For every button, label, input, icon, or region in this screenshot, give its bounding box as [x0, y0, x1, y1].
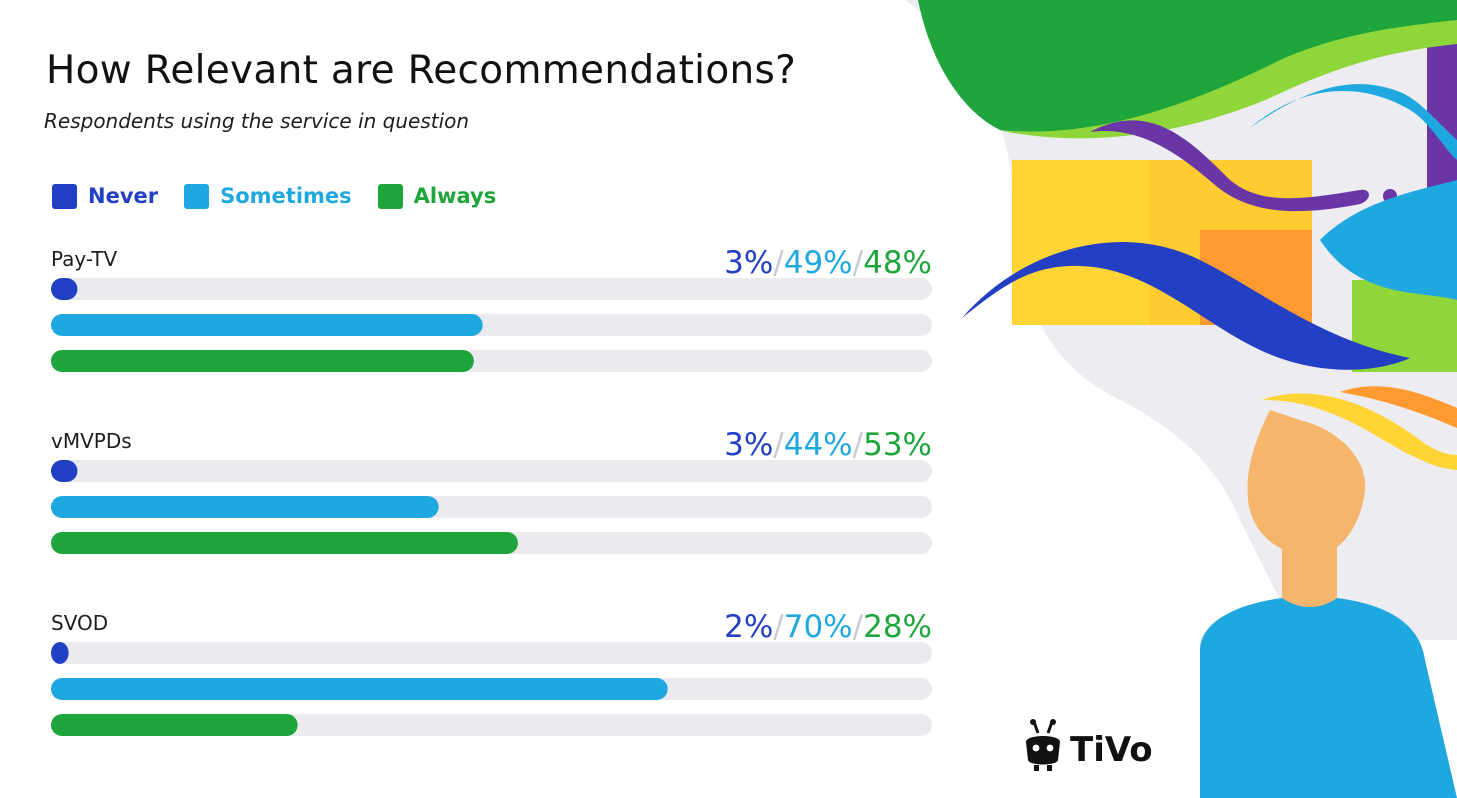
category-label-vmvpds: vMVPDs — [51, 429, 132, 453]
value-label-sometimes-svod: 70% — [784, 609, 853, 645]
value-label-always-svod: 28% — [863, 609, 932, 645]
chart-subtitle: Respondents using the service in questio… — [44, 109, 470, 133]
value-label-never-pay-tv: 3% — [724, 245, 773, 281]
legend-item-sometimes: Sometimes — [184, 183, 352, 209]
bar-never-vmvpds — [51, 460, 78, 482]
value-separator: / — [853, 609, 864, 645]
chart-title: How Relevant are Recommendations? — [46, 48, 797, 93]
bar-track — [51, 642, 932, 664]
value-separator: / — [773, 245, 784, 281]
value-label-always-vmvpds: 53% — [863, 427, 932, 463]
bar-chart: Pay-TV 3%/49%/48%vMVPDs 3%/44%/53%SVOD 2%/7… — [51, 245, 932, 736]
bar-always-svod — [51, 714, 298, 736]
legend-label-sometimes: Sometimes — [220, 184, 352, 208]
value-label-always-pay-tv: 48% — [863, 245, 932, 281]
wave-purple — [1090, 120, 1369, 212]
woman-with-screens-illustration: TiVo — [905, 0, 1457, 798]
wave-dark-blue — [962, 242, 1410, 370]
bar-always-vmvpds — [51, 532, 518, 554]
bar-never-pay-tv — [51, 278, 78, 300]
value-labels-pay-tv: 3%/49%/48% — [724, 245, 932, 281]
bar-track — [51, 460, 932, 482]
bar-track — [51, 278, 932, 300]
bar-sometimes-vmvpds — [51, 496, 439, 518]
value-label-never-vmvpds: 3% — [724, 427, 773, 463]
legend-label-always: Always — [413, 184, 497, 208]
legend-swatch-sometimes — [184, 183, 210, 209]
wave-light-blue — [1250, 84, 1457, 160]
value-separator: / — [853, 427, 864, 463]
value-separator: / — [853, 245, 864, 281]
category-label-svod: SVOD — [51, 611, 108, 635]
value-labels-vmvpds: 3%/44%/53% — [724, 427, 932, 463]
chart-legend: Never Sometimes Always — [52, 182, 522, 210]
wave-green-top — [918, 0, 1457, 137]
tivo-robot-logo-icon — [1026, 719, 1060, 771]
value-separator: / — [773, 427, 784, 463]
legend-label-never: Never — [88, 184, 159, 208]
legend-swatch-always — [377, 183, 403, 209]
shirt — [1200, 598, 1457, 798]
value-label-sometimes-pay-tv: 49% — [784, 245, 853, 281]
value-separator: / — [773, 609, 784, 645]
legend-item-never: Never — [52, 183, 159, 209]
bar-never-svod — [51, 642, 69, 664]
value-labels-svod: 2%/70%/28% — [724, 609, 932, 645]
bar-always-pay-tv — [51, 350, 474, 372]
value-label-never-svod: 2% — [724, 609, 773, 645]
tivo-logo-text: TiVo — [1070, 730, 1153, 770]
wave-yellow — [1262, 393, 1457, 470]
legend-item-always: Always — [377, 183, 497, 209]
value-label-sometimes-vmvpds: 44% — [784, 427, 853, 463]
legend-swatch-never — [52, 183, 77, 209]
category-label-pay-tv: Pay-TV — [51, 247, 118, 271]
bar-sometimes-pay-tv — [51, 314, 483, 336]
bar-sometimes-svod — [51, 678, 668, 700]
neck — [1282, 540, 1337, 610]
face — [1247, 410, 1366, 556]
